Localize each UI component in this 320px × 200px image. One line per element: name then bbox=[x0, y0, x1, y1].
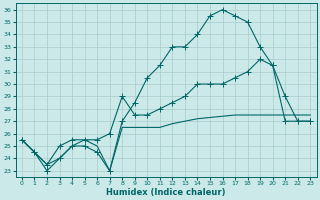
X-axis label: Humidex (Indice chaleur): Humidex (Indice chaleur) bbox=[106, 188, 226, 197]
